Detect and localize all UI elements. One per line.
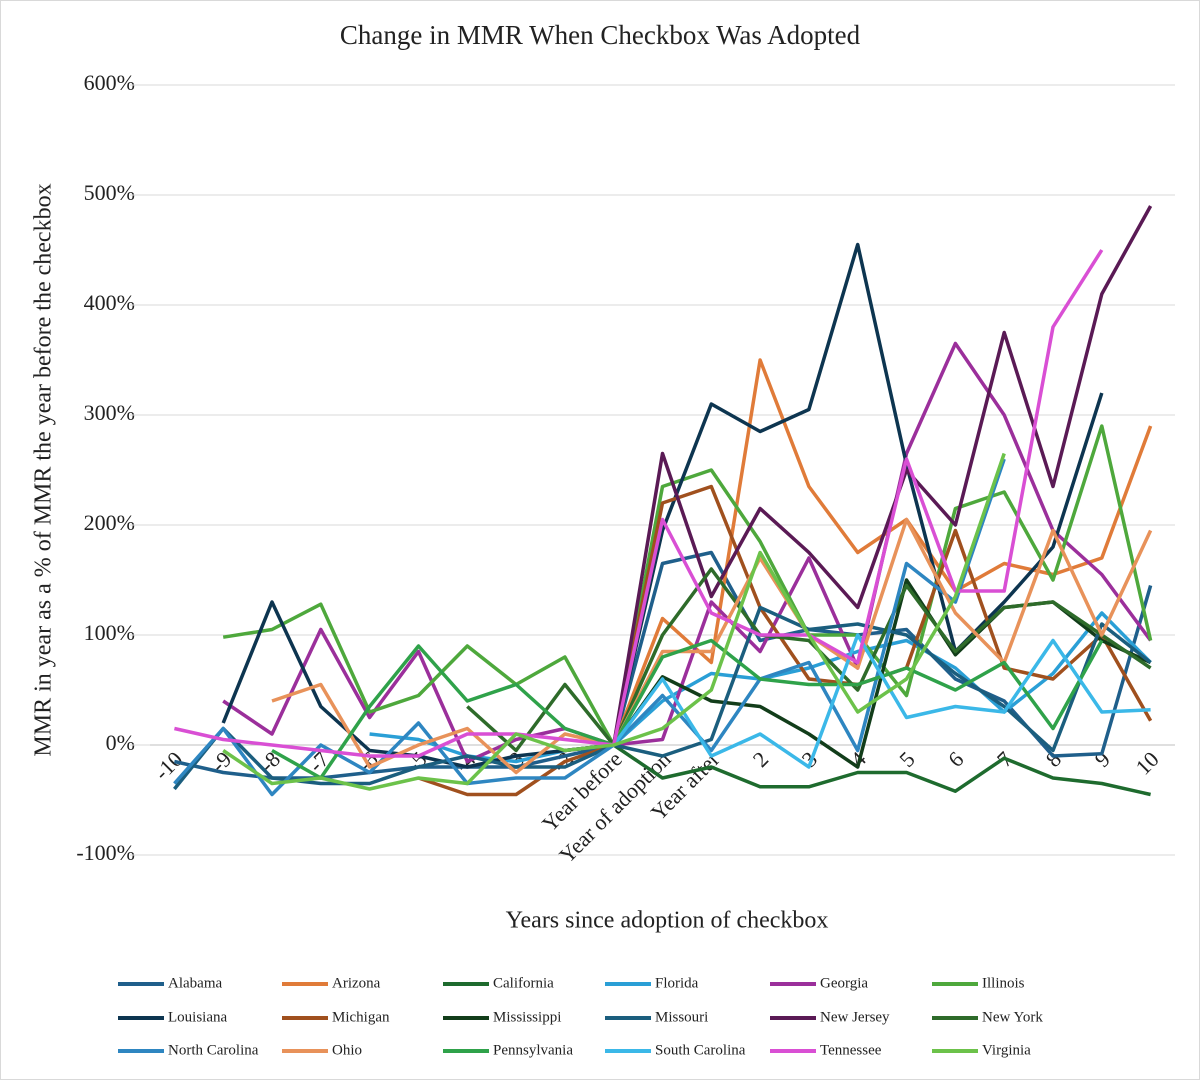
y-tick-label: 0% <box>106 730 135 755</box>
x-axis-title: Years since adoption of checkbox <box>506 908 829 934</box>
legend-label: Missouri <box>655 1009 708 1025</box>
series-line <box>222 341 1153 764</box>
series-line <box>612 633 1151 769</box>
legend-label: California <box>493 975 554 991</box>
legend-label: Virginia <box>982 1042 1031 1058</box>
legend-label: North Carolina <box>168 1042 259 1058</box>
legend-label: Pennsylvania <box>493 1042 573 1058</box>
legend-label: New Jersey <box>820 1009 890 1025</box>
chart-title: Change in MMR When Checkbox Was Adopted <box>340 20 861 50</box>
series-line <box>271 638 1104 780</box>
legend-label: Tennessee <box>820 1042 882 1058</box>
series-line <box>222 424 1153 747</box>
series-line <box>466 567 1152 753</box>
legend-label: New York <box>982 1009 1043 1025</box>
legend-label: Georgia <box>820 975 868 991</box>
y-tick-label: 500% <box>84 180 135 205</box>
y-axis-title: MMR in year as a % of MMR the year befor… <box>31 183 57 756</box>
legend-label: Michigan <box>332 1009 390 1025</box>
y-tick-label: 200% <box>84 510 135 535</box>
y-tick-label: -100% <box>76 840 135 865</box>
series-line <box>612 743 1151 797</box>
series-line <box>173 605 1152 791</box>
legend-label: Louisiana <box>168 1009 227 1025</box>
y-tick-label: 100% <box>84 620 135 645</box>
series-line <box>174 249 1104 758</box>
legend-label: Florida <box>655 975 699 991</box>
series-line <box>222 452 1006 791</box>
series-line <box>173 458 1006 797</box>
y-tick-label: 400% <box>84 290 135 315</box>
y-tick-label: 300% <box>84 400 135 425</box>
legend-label: Alabama <box>168 975 222 991</box>
legend-label: Mississippi <box>493 1009 561 1025</box>
series-line <box>564 205 1153 753</box>
legend-label: Ohio <box>332 1042 362 1058</box>
legend-label: Illinois <box>982 975 1025 991</box>
legend-label: Arizona <box>332 975 381 991</box>
y-tick-label: 600% <box>84 70 135 95</box>
legend-label: South Carolina <box>655 1042 746 1058</box>
